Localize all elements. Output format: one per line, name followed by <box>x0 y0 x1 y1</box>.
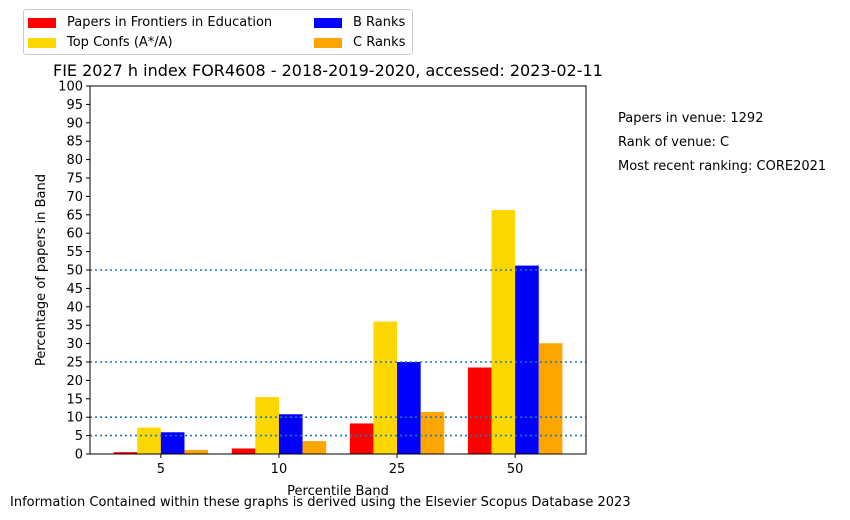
legend-swatch-c-ranks <box>314 37 342 48</box>
legend-item-b-ranks: B Ranks <box>314 15 405 30</box>
y-tick-label: 65 <box>66 208 83 223</box>
bar-c-ranks-50 <box>538 343 563 454</box>
y-tick-label: 55 <box>66 245 83 260</box>
note-papers-in-venue: Papers in venue: 1292 <box>618 111 764 126</box>
chart-title: FIE 2027 h index FOR4608 - 2018-2019-202… <box>53 61 603 80</box>
y-tick-label: 35 <box>66 319 83 334</box>
x-axis-label: Percentile Band <box>287 484 389 499</box>
y-tick-label: 100 <box>58 80 83 95</box>
bar-b-ranks-50 <box>515 265 539 454</box>
bar-papers-in-frontiers-in-education-5 <box>113 452 138 454</box>
legend-swatch-b-ranks <box>314 17 342 28</box>
y-tick-label: 50 <box>66 264 83 279</box>
y-tick-label: 95 <box>66 98 83 113</box>
bar-top-confs-a-a--10 <box>255 396 279 454</box>
bar-c-ranks-25 <box>420 412 445 454</box>
y-tick-label: 30 <box>66 337 83 352</box>
y-tick-label: 20 <box>66 374 83 389</box>
y-axis-label: Percentage of papers in Band <box>34 174 49 366</box>
y-tick-label: 0 <box>75 448 83 463</box>
y-tick-label: 75 <box>66 172 83 187</box>
bar-papers-in-frontiers-in-education-50 <box>467 367 492 454</box>
bar-top-confs-a-a--5 <box>137 427 161 454</box>
x-tick-label: 5 <box>157 462 165 477</box>
note-rank-of-venue: Rank of venue: C <box>618 135 730 150</box>
x-tick-label: 50 <box>507 462 524 477</box>
legend-label-frontiers: Papers in Frontiers in Education <box>67 15 273 30</box>
y-tick-label: 45 <box>66 282 83 297</box>
source-footer: Information Contained within these graph… <box>10 495 631 510</box>
legend-item-top-confs: Top Confs (A*/A) <box>28 35 173 50</box>
bar-b-ranks-10 <box>278 414 303 454</box>
legend-item-c-ranks: C Ranks <box>314 35 405 50</box>
x-tick-label: 25 <box>389 462 406 477</box>
legend-swatch-frontiers <box>28 17 56 28</box>
y-tick-label: 60 <box>66 227 83 242</box>
bar-top-confs-a-a--25 <box>373 321 398 454</box>
bar-b-ranks-25 <box>397 362 421 454</box>
bar-c-ranks-10 <box>302 441 327 454</box>
bar-papers-in-frontiers-in-education-10 <box>231 448 256 454</box>
y-tick-label: 10 <box>66 411 83 426</box>
y-tick-label: 80 <box>66 153 83 168</box>
legend-swatch-top-confs <box>28 37 56 48</box>
bar-top-confs-a-a--50 <box>491 210 516 454</box>
note-recent-ranking: Most recent ranking: CORE2021 <box>618 159 827 174</box>
legend-label-c-ranks: C Ranks <box>353 35 406 50</box>
legend-item-frontiers: Papers in Frontiers in Education <box>28 15 272 30</box>
y-tick-label: 40 <box>66 300 83 315</box>
legend-label-b-ranks: B Ranks <box>353 15 406 30</box>
y-tick-label: 70 <box>66 190 83 205</box>
bar-c-ranks-5 <box>184 449 209 454</box>
y-tick-label: 90 <box>66 116 83 131</box>
chart-legend: Papers in Frontiers in Education Top Con… <box>23 9 413 55</box>
x-tick-label: 10 <box>271 462 288 477</box>
bar-papers-in-frontiers-in-education-25 <box>349 423 374 454</box>
y-tick-label: 85 <box>66 135 83 150</box>
y-tick-label: 5 <box>75 429 83 444</box>
y-tick-label: 15 <box>66 392 83 407</box>
bar-b-ranks-5 <box>160 432 185 454</box>
y-tick-label: 25 <box>66 356 83 371</box>
legend-label-top-confs: Top Confs (A*/A) <box>67 35 173 50</box>
